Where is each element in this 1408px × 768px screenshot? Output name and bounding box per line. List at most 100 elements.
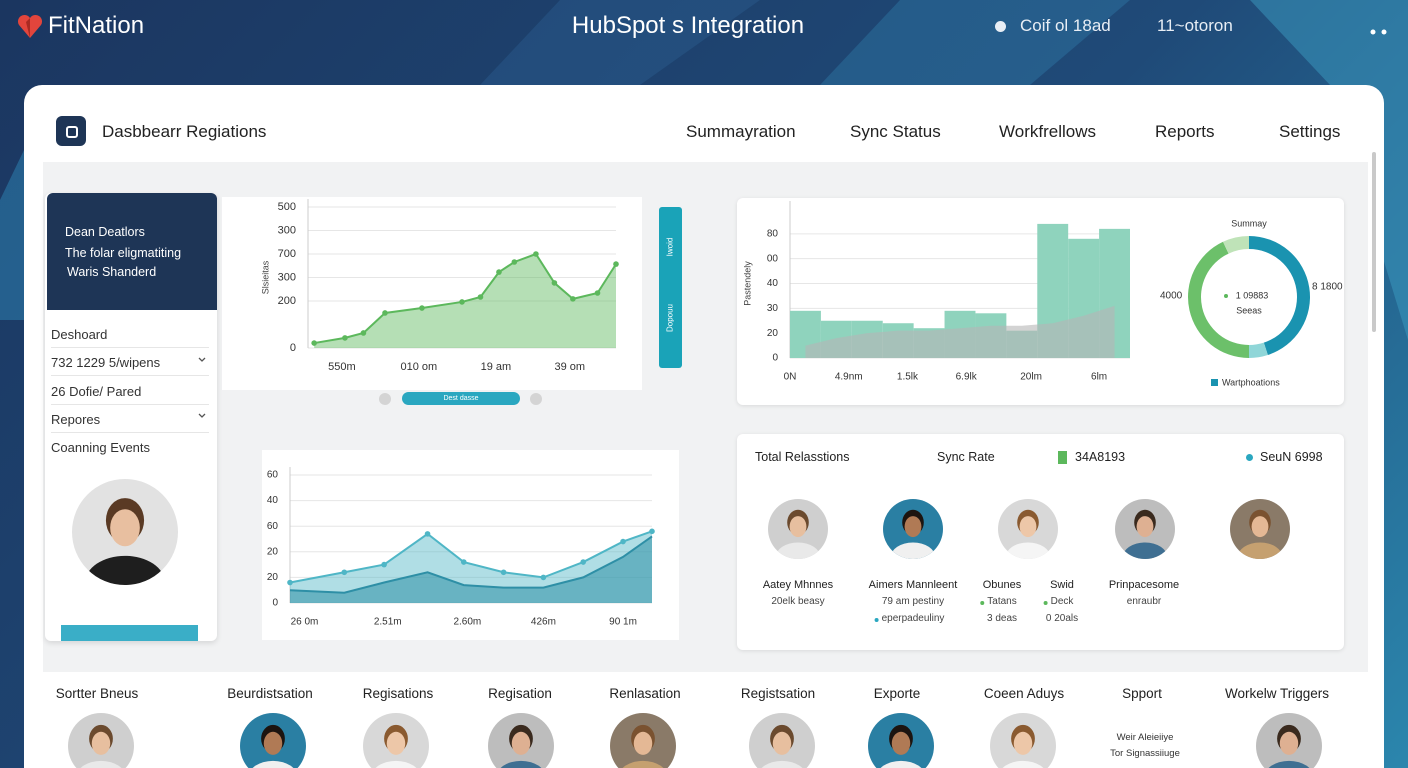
legend-swatch [1211,379,1218,386]
y-tick-label: 60 [267,470,279,481]
avatar-image [68,713,134,768]
point [500,569,507,576]
nav-tab[interactable]: Reports [1155,122,1215,141]
bottom-note: Weir Aleieiiye [1116,732,1174,743]
nav-tab[interactable]: Sync Status [850,122,941,141]
y-tick-label: 20 [267,546,279,557]
more-menu[interactable] [1366,27,1396,37]
bottom-item: Workelw Triggers [1224,686,1330,701]
point [511,259,518,265]
person-text: Prinpacesome [1108,579,1180,591]
person-text: enraubr [1126,596,1162,607]
x-tick-label: 550m [328,361,356,373]
avatar-image [868,713,934,768]
center-label: Seeas [1236,305,1262,315]
avatar-image [72,479,178,585]
menu-item[interactable]: 732 1229 5/wipens [51,355,161,370]
avatar-face [1136,516,1154,538]
donut-segment [1223,236,1249,254]
point [459,299,465,305]
x-tick-label: 39 om [555,361,586,373]
bullet [1043,601,1048,605]
point [551,280,558,286]
x-tick-label: 20lm [1020,372,1042,383]
point [381,561,387,568]
avatar-image [998,499,1058,559]
nav-tab[interactable]: Settings [1279,122,1341,141]
y-tick-label: 30 [767,303,779,314]
point [533,251,539,257]
bottom-item: Exporte [873,686,921,701]
person-text: 3 deas [986,613,1018,624]
avatar [363,713,429,768]
x-tick-label: 1.5lk [897,372,919,383]
avatar [749,713,815,768]
person-text: 20elk beasy [771,596,825,607]
point [460,559,467,565]
line [313,252,617,345]
point [620,538,626,545]
avatar [883,499,943,559]
nav-icon[interactable] [56,116,86,146]
avatar-body [890,542,936,559]
legend-swatch [1058,451,1067,464]
y-tick-label: 300 [278,224,296,236]
avatar [1115,499,1175,559]
nav-tab[interactable]: Workfrellows [999,122,1096,141]
bottom-item: Spport [1122,686,1162,701]
avatar-image [768,499,828,559]
avatar [240,713,306,768]
x-tick-label: 0N [784,372,797,383]
profile-line: Dean Deatlors [65,225,145,239]
person-text: Deck [1043,596,1073,607]
avatar-face [1251,516,1269,538]
status-dot [995,21,1006,32]
avatar-face [891,731,911,755]
menu-item[interactable]: Coanning Events [51,440,151,455]
menu-item[interactable]: 26 Dofie/ Pared [51,384,142,399]
y-tick-label: 500 [278,201,296,213]
pager-dot[interactable] [530,393,542,405]
y-tick-label: 0 [290,342,296,354]
avatar [610,713,676,768]
time-text: 11~otoron [1157,16,1233,35]
bullet [980,601,985,605]
profile-header [47,193,217,310]
nav-title: Dasbbearr Regiations [102,122,267,141]
x-tick-label: 010 om [401,361,438,373]
avatar [72,479,178,585]
area [805,305,1115,358]
donut-segment [1188,241,1249,358]
side-tab[interactable] [659,207,682,368]
x-tick-label: 4.9nm [835,372,863,383]
bottom-item: Sortter Bneus [55,686,139,701]
nav-tab[interactable]: Summayration [686,122,796,141]
avatar-face [110,509,140,547]
point [570,296,576,302]
donut-segment [1249,342,1268,358]
point [360,330,367,336]
menu-item[interactable]: Deshoard [51,327,108,342]
point [287,579,293,586]
y-axis-title: Pastendely [742,261,752,306]
side-label: 8 1800 [1312,282,1343,293]
avatar-face [633,731,653,755]
avatar-image [883,499,943,559]
profile-line: Waris Shanderd [67,265,157,279]
avatar-face [1013,731,1033,755]
pager-dot[interactable] [379,393,391,405]
avatar-image [990,713,1056,768]
point [540,574,547,581]
bottom-note: Tor Signassiiuge [1110,748,1180,759]
pager[interactable]: Dest dasse [402,392,520,405]
status-text: Coif ol 18ad [1020,16,1111,35]
area [314,254,616,348]
avatar-face [263,731,283,755]
chevrons[interactable] [197,356,207,426]
menu-item[interactable]: Repores [51,412,101,427]
sidebar-button[interactable] [61,625,198,641]
brand: FitNation [48,12,145,39]
scrollbar[interactable] [1372,152,1376,332]
avatar-image [363,713,429,768]
